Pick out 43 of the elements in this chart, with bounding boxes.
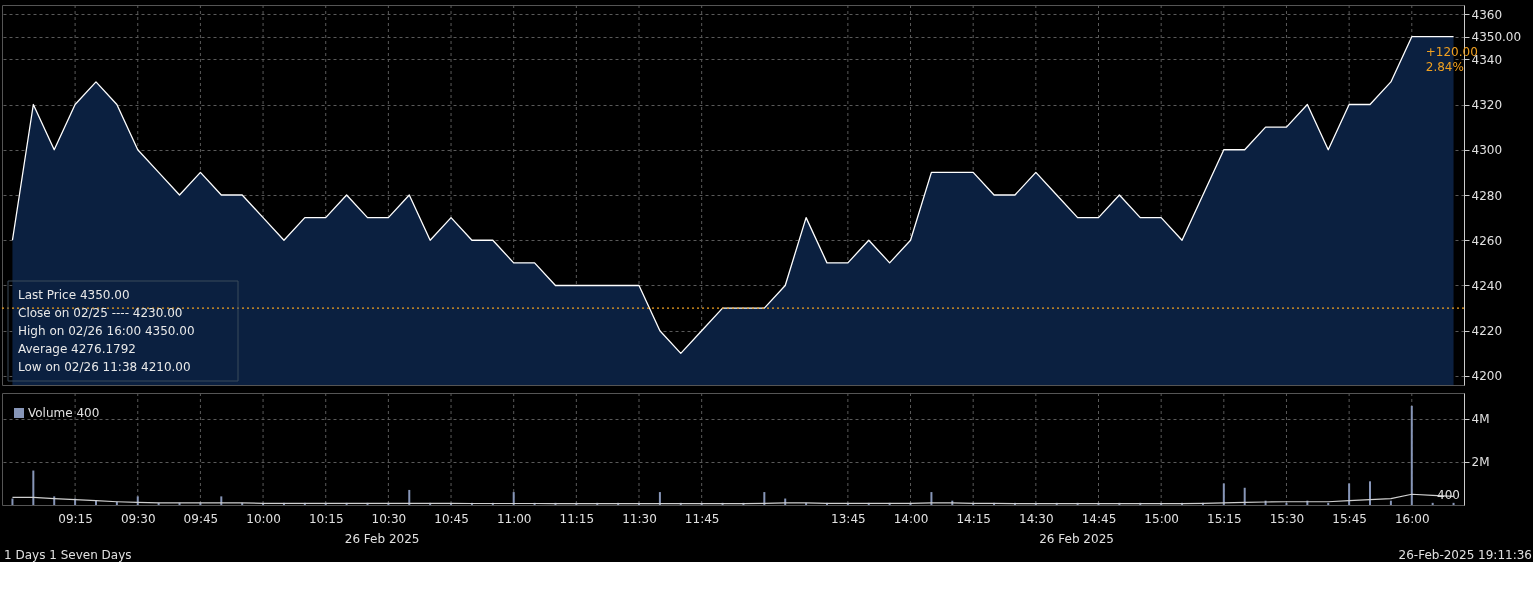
text: 26 Feb 2025: [1039, 532, 1114, 546]
x-tick-label: 11:15: [559, 511, 595, 526]
y-tick-label: 4260: [1471, 233, 1503, 248]
legend-label: Volume 400: [28, 406, 100, 420]
y-tick-label: 4300: [1471, 143, 1503, 158]
x-tick-label: 09:45: [183, 511, 219, 526]
x-tick-label: 11:30: [622, 511, 657, 526]
x-tick-label: 15:45: [1332, 511, 1367, 526]
x-tick-label: 11:00: [496, 511, 532, 526]
y-tick-label: 4200: [1471, 369, 1503, 384]
annotation: Average 4276.1792: [18, 342, 136, 356]
text: 1 Days 1 Seven Days: [4, 548, 132, 562]
annotation: High on 02/26 16:00 4350.00: [18, 324, 195, 338]
x-tick-label: 14:15: [956, 511, 991, 526]
x-tick-label: 09:30: [120, 511, 156, 526]
x-tick-label: 10:45: [434, 511, 469, 526]
x-tick-label: 10:00: [246, 511, 281, 526]
annotation: 2.84%: [1425, 59, 1464, 74]
x-tick-label: 15:15: [1207, 511, 1242, 526]
x-tick-label: 14:00: [893, 511, 929, 526]
y-tick-label: 4220: [1471, 324, 1503, 339]
y-tick-label: 4320: [1471, 98, 1503, 113]
x-tick-label: 15:30: [1269, 511, 1305, 526]
x-tick-label: 15:00: [1144, 511, 1179, 526]
text: 26-Feb-2025 19:11:36: [1398, 548, 1532, 562]
x-tick-label: 09:15: [58, 511, 93, 526]
x-tick-label: 10:15: [308, 511, 344, 526]
y-tick-label: 4280: [1471, 188, 1503, 203]
y-tick-label: 4M: [1471, 412, 1490, 427]
annotation: Low on 02/26 11:38 4210.00: [18, 360, 191, 374]
y-tick-label: 4240: [1471, 278, 1503, 293]
annotation: Last Price 4350.00: [18, 288, 130, 302]
y-tick-label: 4350.00: [1471, 30, 1522, 45]
y-tick-label: 4360: [1471, 7, 1503, 22]
x-tick-label: 14:30: [1019, 511, 1054, 526]
x-tick-label: 13:45: [831, 511, 866, 526]
y-tick-label: 2M: [1471, 455, 1490, 470]
annotation: Close on 02/25 ---- 4230.00: [18, 306, 183, 320]
x-tick-label: 11:45: [684, 511, 720, 526]
x-tick-label: 16:00: [1394, 511, 1430, 526]
x-tick-label: 14:45: [1081, 511, 1117, 526]
text: 26 Feb 2025: [344, 532, 420, 546]
x-tick-label: 10:30: [371, 511, 407, 526]
